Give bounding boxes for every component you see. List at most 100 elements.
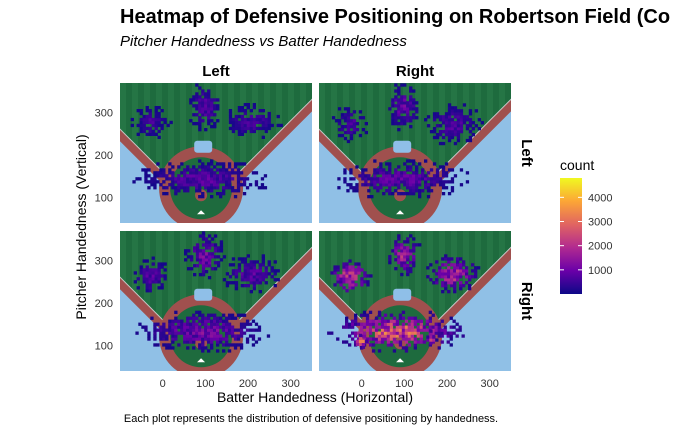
heatmap-cell <box>391 177 395 181</box>
grass-stripe <box>252 83 258 223</box>
heatmap-cell <box>434 325 438 329</box>
heatmap-cell <box>453 174 458 178</box>
heatmap-cell <box>139 120 143 125</box>
heatmap-cell <box>225 319 229 323</box>
heatmap-cell <box>388 174 392 178</box>
heatmap-cell <box>192 340 196 344</box>
heatmap-cell <box>198 95 202 99</box>
heatmap-cell <box>413 346 417 350</box>
heatmap-cell <box>171 319 175 323</box>
heatmap-cell <box>201 104 205 108</box>
heatmap-cell <box>377 310 382 314</box>
heatmap-cell <box>412 189 416 193</box>
heatmap-cell <box>426 338 430 342</box>
heatmap-cell <box>225 281 230 285</box>
heatmap-cell <box>459 275 463 279</box>
heatmap-cell <box>258 114 262 119</box>
heatmap-cell <box>138 322 142 326</box>
heatmap-cell <box>210 174 214 178</box>
heatmap-cell <box>432 135 437 140</box>
heatmap-cell <box>456 112 461 116</box>
heatmap-cell <box>412 264 416 268</box>
heatmap-cell <box>406 101 410 105</box>
heatmap-cell <box>455 322 459 326</box>
heatmap-cell <box>148 126 152 131</box>
heatmap-cell <box>219 177 223 181</box>
heatmap-cell <box>157 277 161 281</box>
heatmap-cell <box>198 119 202 123</box>
heatmap-cell <box>147 168 151 172</box>
heatmap-cell <box>370 180 374 184</box>
heatmap-cell <box>444 124 449 128</box>
heatmap-cell <box>159 174 163 178</box>
heatmap-cell <box>346 119 351 123</box>
heatmap-cell <box>395 328 400 332</box>
heatmap-cell <box>459 263 463 267</box>
heatmap-cell <box>444 281 448 285</box>
heatmap-cell <box>189 331 193 335</box>
heatmap-cell <box>424 186 428 190</box>
heatmap-cell <box>404 334 409 338</box>
heatmap-cell <box>264 123 268 128</box>
heatmap-cell <box>195 113 199 117</box>
heatmap-cell <box>397 113 401 117</box>
heatmap-cell <box>195 180 199 184</box>
heatmap-cell <box>201 177 205 181</box>
heatmap-cell <box>389 334 394 338</box>
heatmap-cell <box>432 162 437 166</box>
heatmap-cell <box>168 171 172 175</box>
heatmap-cell <box>388 183 392 187</box>
heatmap-cell <box>458 328 462 332</box>
heatmap-cell <box>237 120 242 125</box>
y-tick-label: 300 <box>95 108 113 120</box>
heatmap-cell <box>201 107 205 111</box>
heatmap-tiles <box>331 83 484 199</box>
heatmap-cell <box>154 268 158 272</box>
foul-line-left <box>120 276 202 359</box>
heatmap-cell <box>195 322 199 326</box>
heatmap-cell <box>373 183 377 187</box>
heatmap-cell <box>348 274 352 278</box>
heatmap-cell <box>156 174 160 178</box>
heatmap-cell <box>388 189 392 193</box>
heatmap-cell <box>438 133 443 137</box>
heatmap-cell <box>228 109 233 113</box>
heatmap-cell <box>210 255 215 259</box>
grass-stripe <box>240 231 246 371</box>
heatmap-cell <box>379 168 383 172</box>
heatmap-cell <box>406 249 410 253</box>
heatmap-cell <box>342 277 346 281</box>
heatmap-cell <box>157 111 161 116</box>
heatmap-cell <box>255 126 259 131</box>
heatmap-cell <box>368 337 373 341</box>
heatmap-cell <box>210 119 214 123</box>
x-tick-label: 300 <box>281 378 299 390</box>
heatmap-cell <box>345 271 349 275</box>
heatmap-cell <box>207 258 212 262</box>
heatmap-cell <box>406 267 410 271</box>
heatmap-cell <box>258 272 262 276</box>
heatmap-cell <box>156 180 160 184</box>
heatmap-cell <box>254 340 259 344</box>
heatmap-cell <box>207 180 211 184</box>
heatmap-cell <box>444 115 449 119</box>
heatmap-cell <box>222 328 226 332</box>
heatmap-cell <box>394 183 398 187</box>
heatmap-cell <box>252 260 256 264</box>
heatmap-cell <box>421 168 425 172</box>
heatmap-cell <box>219 195 223 199</box>
heatmap-cell <box>165 177 169 181</box>
heatmap-cell <box>368 328 373 332</box>
heatmap-cell <box>409 252 413 256</box>
heatmap-cell <box>446 334 450 338</box>
heatmap-cell <box>428 319 432 323</box>
heatmap-cell <box>243 257 247 261</box>
heatmap-cell <box>240 126 244 131</box>
heatmap-cell <box>228 120 233 125</box>
heatmap-cell <box>216 343 220 347</box>
heatmap-cell <box>177 186 181 190</box>
heatmap-cell <box>258 109 262 113</box>
heatmap-cell <box>219 171 223 175</box>
